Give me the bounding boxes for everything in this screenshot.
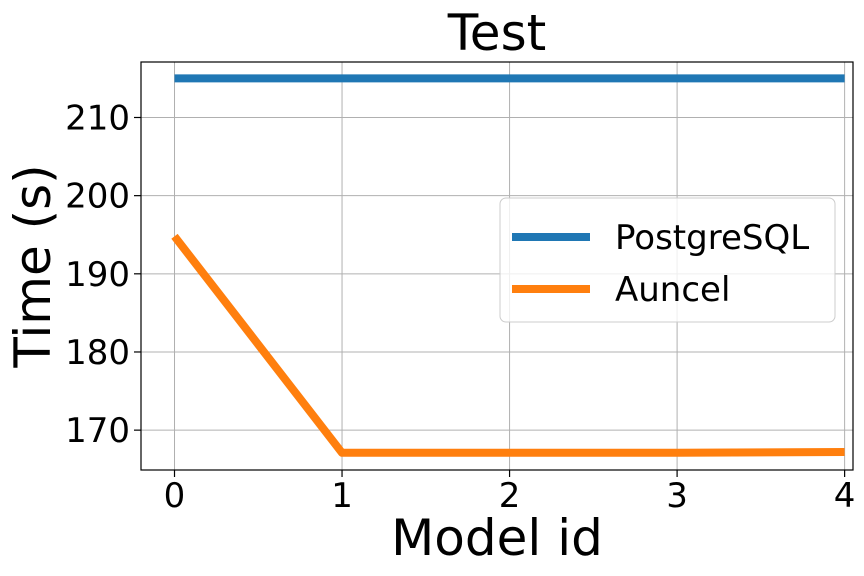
y-axis-label: Time (s) <box>4 164 62 368</box>
plot-frame <box>140 61 854 471</box>
y-tick-label: 180 <box>65 333 130 373</box>
y-tick-label: 210 <box>65 98 130 138</box>
y-tick-label: 170 <box>65 411 130 451</box>
y-tick-label: 200 <box>65 177 130 217</box>
x-tick-label: 0 <box>164 476 186 516</box>
x-tick-label: 3 <box>666 476 688 516</box>
x-axis-label: Model id <box>391 509 603 567</box>
series-lines <box>171 74 845 457</box>
axis-ticks: 0 1 2 3 4 170 180 190 200 210 <box>65 98 855 516</box>
legend: PostgreSQL Auncel <box>499 197 836 323</box>
legend-label-auncel: Auncel <box>615 270 730 310</box>
y-tick-label: 190 <box>65 255 130 295</box>
legend-label-postgresql: PostgreSQL <box>615 218 809 258</box>
chart-title: Test <box>447 4 546 62</box>
series-line-auncel <box>171 233 845 457</box>
x-tick-label: 2 <box>499 476 521 516</box>
x-tick-label: 1 <box>331 476 353 516</box>
x-tick-label: 4 <box>834 476 856 516</box>
